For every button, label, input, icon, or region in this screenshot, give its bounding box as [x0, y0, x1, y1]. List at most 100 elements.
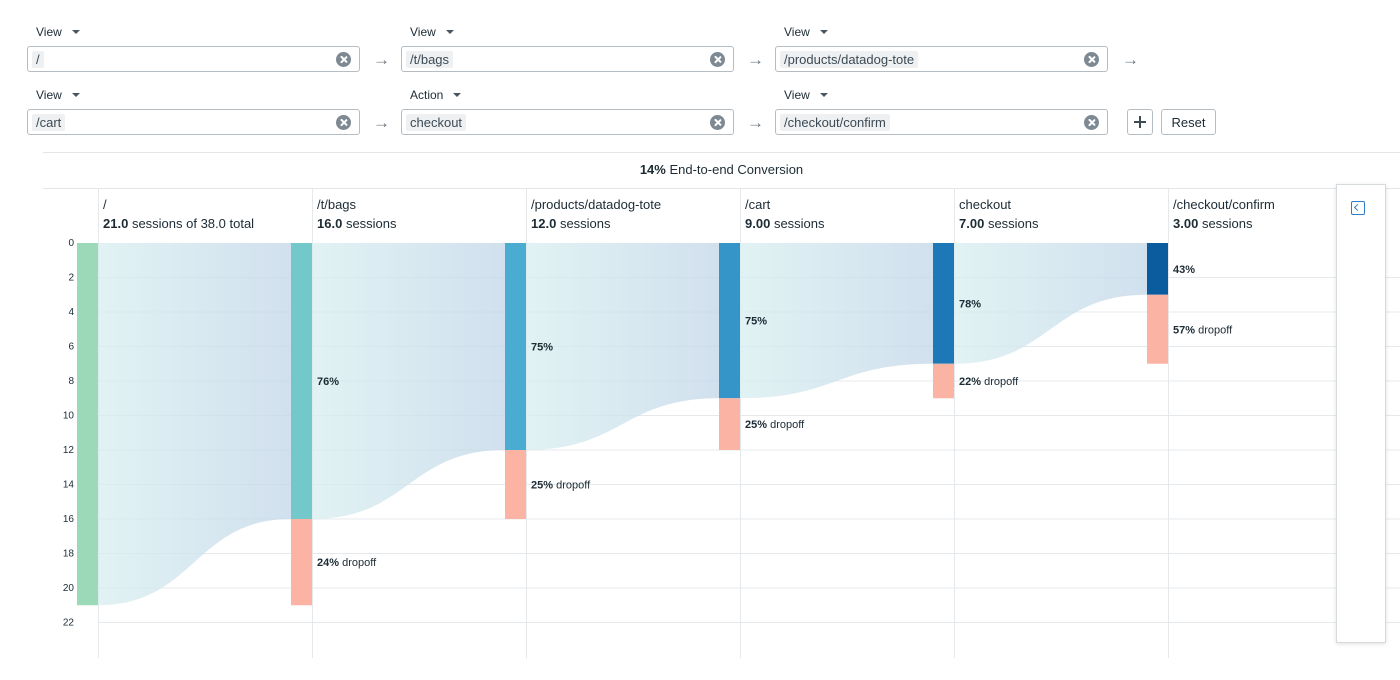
step-column-header: /t/bags 16.0 sessions	[317, 195, 397, 233]
sessions-count: 12.0	[531, 216, 557, 231]
clear-icon[interactable]	[336, 115, 351, 130]
conversion-label: 76%	[317, 376, 339, 388]
y-tick-label: 14	[63, 480, 75, 491]
y-tick-label: 12	[63, 445, 75, 456]
y-tick-label: 0	[68, 238, 74, 249]
step-type-dropdown[interactable]: View	[36, 88, 80, 102]
step-input[interactable]: /	[27, 46, 360, 72]
step-type-dropdown[interactable]: View	[410, 25, 454, 39]
step-input[interactable]: /products/datadog-tote	[775, 46, 1108, 72]
conversion-percent: 14%	[639, 162, 666, 177]
caret-down-icon	[819, 30, 828, 34]
conversion-bar	[719, 243, 740, 399]
step-type-dropdown[interactable]: Action	[410, 88, 462, 102]
sessions-count: 16.0	[317, 216, 343, 231]
sessions-suffix: sessions	[345, 216, 397, 231]
step-input[interactable]: /t/bags	[401, 46, 734, 72]
y-tick-label: 16	[63, 514, 75, 525]
step-input[interactable]: /checkout/confirm	[775, 109, 1108, 135]
step-sessions: 21.0 sessions of 38.0 total	[103, 214, 254, 233]
step-sessions: 9.00 sessions	[745, 214, 825, 233]
step-name: /cart	[745, 197, 771, 212]
dropoff-bar	[291, 519, 312, 606]
clear-icon[interactable]	[1084, 115, 1099, 130]
dropoff-label: 22% dropoff	[959, 376, 1019, 388]
y-tick-label: 2	[68, 273, 74, 284]
flow-area	[740, 243, 933, 399]
sessions-count: 21.0	[103, 216, 129, 231]
dropoff-bar	[719, 398, 740, 450]
dropoff-bar	[933, 363, 954, 399]
step-column-header: /cart 9.00 sessions	[745, 195, 825, 233]
sessions-suffix: sessions	[1201, 216, 1253, 231]
step-type-dropdown[interactable]: View	[36, 25, 80, 39]
conversion-label: 43%	[1173, 264, 1195, 276]
sessions-suffix: sessions	[559, 216, 611, 231]
dropoff-label: 24% dropoff	[317, 557, 377, 569]
arrow-right-icon: →	[747, 50, 764, 69]
dropoff-label: 57% dropoff	[1173, 324, 1233, 336]
step-value-chip: checkout	[406, 114, 467, 131]
step-type-dropdown[interactable]: View	[784, 88, 828, 102]
add-step-button[interactable]	[1127, 109, 1153, 135]
y-tick-label: 6	[68, 342, 74, 353]
flow-area	[526, 243, 719, 450]
end-to-end-conversion: 14% End-to-end Conversion	[43, 162, 1400, 177]
conversion-bar	[933, 243, 954, 364]
y-tick-label: 20	[63, 583, 75, 594]
step-value-chip: /cart	[32, 114, 66, 131]
dropoff-bar	[1147, 294, 1168, 364]
caret-down-icon	[819, 93, 828, 97]
step-type-label: View	[36, 25, 62, 39]
step-input[interactable]: checkout	[401, 109, 734, 135]
dropoff-label: 25% dropoff	[745, 419, 805, 431]
flow-area	[98, 243, 291, 606]
sessions-suffix: sessions of 38.0 total	[131, 216, 255, 231]
arrow-right-icon: →	[1122, 50, 1139, 69]
step-sessions: 3.00 sessions	[1173, 214, 1275, 233]
step-column-header: checkout 7.00 sessions	[959, 195, 1039, 233]
clear-icon[interactable]	[710, 115, 725, 130]
step-name: /products/datadog-tote	[531, 197, 662, 212]
sessions-count: 7.00	[959, 216, 985, 231]
step-sessions: 7.00 sessions	[959, 214, 1039, 233]
step-column-header: /checkout/confirm 3.00 sessions	[1173, 195, 1275, 233]
reset-button[interactable]: Reset	[1161, 109, 1216, 135]
step-name: /	[103, 197, 107, 212]
collapse-panel-icon[interactable]	[1351, 201, 1365, 215]
caret-down-icon	[453, 93, 462, 97]
step-sessions: 12.0 sessions	[531, 214, 661, 233]
clear-icon[interactable]	[1084, 52, 1099, 67]
dropoff-label: 25% dropoff	[531, 480, 591, 492]
step-type-dropdown[interactable]: View	[784, 25, 828, 39]
step-type-label: View	[410, 25, 436, 39]
arrow-right-icon: →	[373, 113, 390, 132]
conversion-label: 78%	[959, 298, 981, 310]
step-type-label: View	[784, 88, 810, 102]
clear-icon[interactable]	[336, 52, 351, 67]
step-type-label: View	[784, 25, 810, 39]
step-value-chip: /checkout/confirm	[780, 114, 890, 131]
conversion-bar	[77, 243, 98, 606]
conversion-bar	[1147, 243, 1168, 295]
caret-down-icon	[71, 30, 80, 34]
conversion-label: End-to-end Conversion	[669, 162, 804, 177]
y-tick-label: 10	[63, 411, 75, 422]
step-type-label: Action	[410, 88, 444, 102]
dropoff-bar	[505, 450, 526, 519]
step-name: /checkout/confirm	[1173, 197, 1275, 212]
arrow-right-icon: →	[747, 113, 764, 132]
sessions-suffix: sessions	[773, 216, 825, 231]
step-name: /t/bags	[317, 197, 357, 212]
y-tick-label: 4	[68, 307, 74, 318]
step-column-header: / 21.0 sessions of 38.0 total	[103, 195, 254, 233]
step-column-header: /products/datadog-tote 12.0 sessions	[531, 195, 661, 233]
clear-icon[interactable]	[710, 52, 725, 67]
side-panel	[1336, 184, 1386, 643]
step-input[interactable]: /cart	[27, 109, 360, 135]
flow-area	[312, 243, 505, 519]
sessions-count: 3.00	[1173, 216, 1199, 231]
y-tick-label: 18	[63, 549, 75, 560]
divider	[43, 152, 1400, 153]
